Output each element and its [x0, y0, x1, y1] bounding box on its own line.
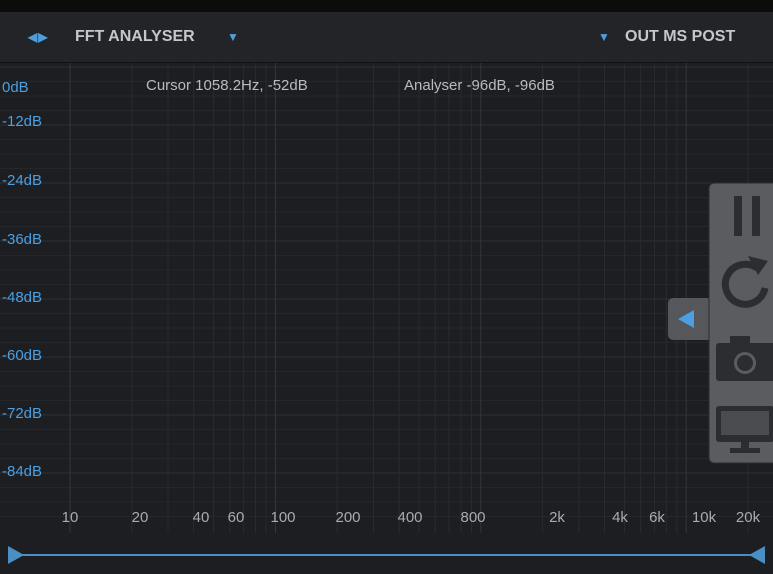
x-axis-label: 4k — [612, 509, 628, 526]
y-axis-label: -12dB — [2, 113, 43, 130]
side-tab[interactable] — [668, 298, 714, 340]
side-panel — [708, 182, 773, 464]
x-axis-label: 800 — [460, 509, 486, 526]
analyser-readout: Analyser -96dB, -96dB — [404, 77, 555, 94]
x-axis-label: 400 — [397, 509, 423, 526]
cursor-readout: Cursor 1058.2Hz, -52dB — [146, 77, 308, 94]
output-dropdown-arrow[interactable]: ▼ — [598, 30, 610, 44]
y-axis-label: -48dB — [2, 289, 43, 306]
reset-button[interactable] — [721, 256, 769, 308]
y-axis-label: -24dB — [2, 172, 43, 189]
title-bar: ◀ ▶ FFT ANALYSER ▼ ▼ OUT MS POST — [0, 12, 773, 63]
x-axis-label: 60 — [227, 509, 245, 526]
range-slider-right-handle[interactable] — [749, 546, 765, 564]
x-axis-label: 200 — [335, 509, 361, 526]
output-selector[interactable]: OUT MS POST — [625, 28, 736, 45]
y-axis-label: 0dB — [2, 79, 29, 96]
plot-background — [0, 63, 773, 574]
x-axis-label: 10 — [61, 509, 79, 526]
y-axis-label: -72dB — [2, 405, 43, 422]
y-axis-label: -60dB — [2, 347, 43, 364]
y-axis-label: -36dB — [2, 231, 43, 248]
y-axis-label: -84dB — [2, 463, 43, 480]
title-dropdown-arrow[interactable]: ▼ — [227, 30, 239, 44]
x-axis-label: 2k — [549, 509, 565, 526]
x-axis-label: 40 — [192, 509, 210, 526]
overlay — [8, 182, 773, 564]
x-axis-label: 100 — [270, 509, 296, 526]
range-slider-left-handle[interactable] — [8, 546, 24, 564]
snapshot-button[interactable] — [716, 336, 773, 381]
analyser-plot: Cursor 1058.2Hz, -52dB Analyser -96dB, -… — [0, 63, 773, 574]
nav-arrows[interactable]: ◀ ▶ — [28, 30, 48, 44]
display-button[interactable] — [716, 406, 773, 453]
x-axis-label: 6k — [649, 509, 665, 526]
pause-button[interactable] — [734, 196, 760, 236]
x-axis-label: 10k — [691, 509, 717, 526]
x-axis-label: 20 — [131, 509, 149, 526]
panel-title[interactable]: FFT ANALYSER — [75, 28, 195, 45]
x-axis-label: 20k — [735, 509, 761, 526]
grid — [0, 63, 773, 574]
